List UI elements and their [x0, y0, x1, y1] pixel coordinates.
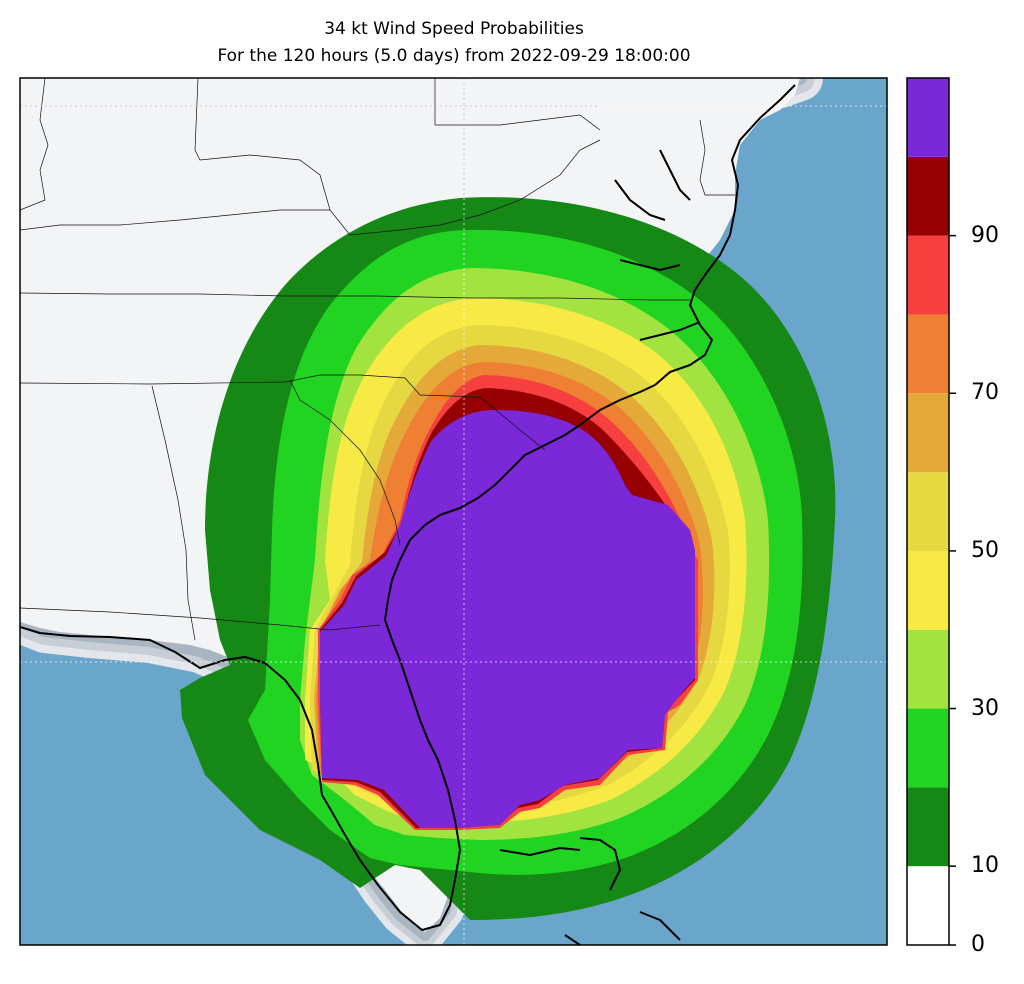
colorbar-band-20-30 [907, 708, 949, 788]
colorbar-tick-label: 90 [971, 222, 999, 248]
chart-subtitle: For the 120 hours (5.0 days) from 2022-0… [217, 46, 691, 66]
colorbar [906, 77, 956, 946]
colorbar-tick-label: 10 [971, 853, 999, 879]
colorbar-band-40-50 [907, 550, 949, 630]
colorbar-band-80-90 [907, 235, 949, 315]
colorbar-band-0-10 [907, 866, 949, 945]
colorbar-border [906, 77, 950, 946]
colorbar-band-60-70 [907, 393, 949, 473]
colorbar-tick-label: 50 [971, 537, 999, 563]
map-border [19, 77, 888, 946]
chart-title: 34 kt Wind Speed Probabilities [324, 19, 584, 39]
colorbar-tick-label: 70 [971, 380, 999, 406]
colorbar-band-top [907, 78, 949, 157]
colorbar-tick-label: 30 [971, 695, 999, 721]
colorbar-band-10-20 [907, 787, 949, 867]
coastlines [20, 84, 796, 945]
contour-100 [320, 410, 695, 828]
colorbar-band-90-100 [907, 156, 949, 236]
gridlines-land [20, 78, 600, 200]
state-boundaries [20, 78, 735, 641]
colorbar-band-70-80 [907, 314, 949, 394]
colorbar-band-50-60 [907, 472, 949, 551]
probability-contours [180, 197, 836, 920]
colorbar-band-30-40 [907, 629, 949, 709]
colorbar-tick-label: 0 [971, 932, 985, 957]
